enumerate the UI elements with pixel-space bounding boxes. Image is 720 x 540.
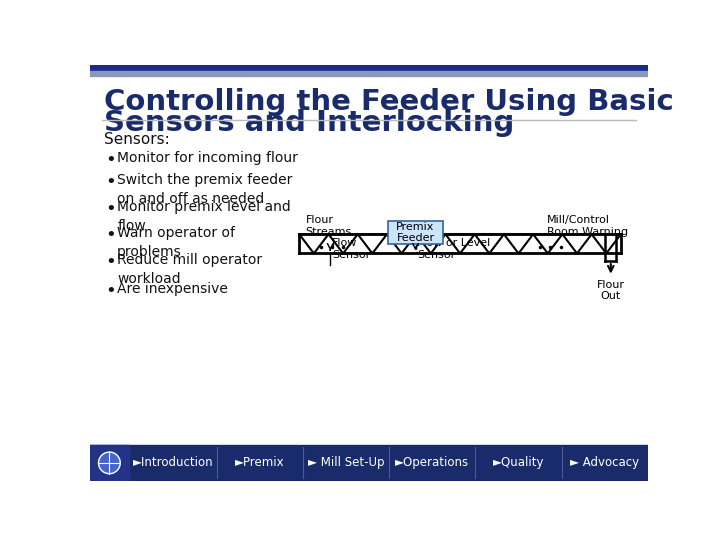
- Text: •: •: [106, 282, 116, 300]
- Bar: [387, 221, 444, 244]
- Text: Mill/Control
Room Warning: Mill/Control Room Warning: [547, 215, 629, 237]
- Bar: [90, 65, 648, 71]
- Bar: [90, 445, 648, 481]
- Text: Switch the premix feeder
on and off as needed: Switch the premix feeder on and off as n…: [117, 173, 292, 206]
- Text: •: •: [106, 173, 116, 191]
- Text: •: •: [106, 151, 116, 169]
- Text: Premix
Feeder: Premix Feeder: [396, 222, 435, 244]
- Circle shape: [99, 452, 120, 474]
- Text: ► Mill Set-Up: ► Mill Set-Up: [307, 456, 384, 469]
- Text: Monitor premix level and
flow: Monitor premix level and flow: [117, 200, 291, 233]
- Text: Sensors and Interlocking: Sensors and Interlocking: [104, 109, 514, 137]
- Text: Flow
Sensor: Flow Sensor: [332, 238, 370, 260]
- Text: Flow or Level
Sensor: Flow or Level Sensor: [417, 238, 490, 260]
- Text: ►Premix: ►Premix: [235, 456, 284, 469]
- Text: Reduce mill operator
workload: Reduce mill operator workload: [117, 253, 262, 286]
- Bar: [90, 445, 129, 481]
- Text: •: •: [106, 226, 116, 245]
- Text: Warn operator of
problems: Warn operator of problems: [117, 226, 235, 259]
- Text: Controlling the Feeder Using Basic: Controlling the Feeder Using Basic: [104, 88, 674, 116]
- Text: Flour
Streams: Flour Streams: [305, 215, 351, 237]
- Text: •: •: [106, 200, 116, 218]
- Text: Sensors:: Sensors:: [104, 132, 170, 147]
- Text: ► Advocacy: ► Advocacy: [570, 456, 639, 469]
- Bar: [90, 71, 648, 76]
- Text: Flour
Out: Flour Out: [597, 280, 625, 301]
- Text: Monitor for incoming flour: Monitor for incoming flour: [117, 151, 298, 165]
- Text: Are inexpensive: Are inexpensive: [117, 282, 228, 296]
- Text: ►Introduction: ►Introduction: [133, 456, 214, 469]
- Text: ►Operations: ►Operations: [395, 456, 469, 469]
- Text: •: •: [106, 253, 116, 272]
- Text: ►Quality: ►Quality: [492, 456, 544, 469]
